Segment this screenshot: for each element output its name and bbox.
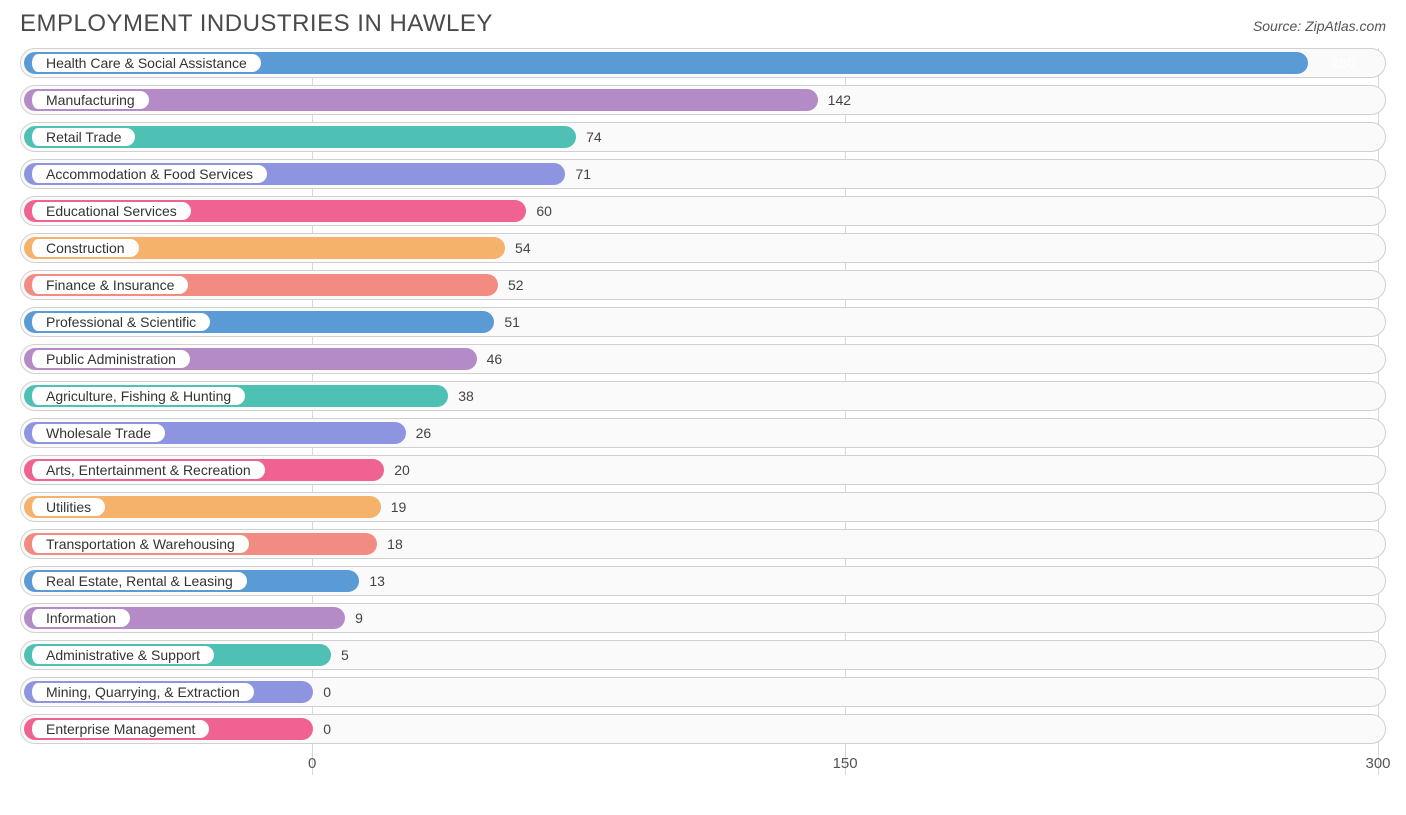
bar-label: Enterprise Management bbox=[29, 720, 209, 738]
bar-label: Educational Services bbox=[29, 202, 191, 220]
bar-value: 52 bbox=[508, 271, 524, 299]
bar-value: 71 bbox=[575, 160, 591, 188]
chart-header: EMPLOYMENT INDUSTRIES IN HAWLEY Source: … bbox=[20, 10, 1386, 38]
bar-value: 38 bbox=[458, 382, 474, 410]
bar-row: Public Administration 46 bbox=[20, 344, 1386, 374]
bar-label: Public Administration bbox=[29, 350, 190, 368]
bar-row: Manufacturing 142 bbox=[20, 85, 1386, 115]
bar-row: Agriculture, Fishing & Hunting 38 bbox=[20, 381, 1386, 411]
bar-value: 18 bbox=[387, 530, 403, 558]
bar-label: Manufacturing bbox=[29, 91, 149, 109]
chart-area: Health Care & Social Assistance 280 Manufa… bbox=[20, 48, 1386, 805]
bar-row: Administrative & Support 5 bbox=[20, 640, 1386, 670]
bar-label: Agriculture, Fishing & Hunting bbox=[29, 387, 245, 405]
bar-row: Retail Trade 74 bbox=[20, 122, 1386, 152]
bar-label: Arts, Entertainment & Recreation bbox=[29, 461, 265, 479]
bar-row: Transportation & Warehousing 18 bbox=[20, 529, 1386, 559]
bar-row: Utilities 19 bbox=[20, 492, 1386, 522]
bar-row: Enterprise Management 0 bbox=[20, 714, 1386, 744]
bar-label: Wholesale Trade bbox=[29, 424, 165, 442]
bar-value: 60 bbox=[536, 197, 552, 225]
bar-value: 280 bbox=[1332, 49, 1355, 77]
bar-value: 13 bbox=[369, 567, 385, 595]
bar-row: Accommodation & Food Services 71 bbox=[20, 159, 1386, 189]
bar-value: 0 bbox=[323, 715, 331, 743]
bar-row: Information 9 bbox=[20, 603, 1386, 633]
bars-container: Health Care & Social Assistance 280 Manufa… bbox=[20, 48, 1386, 744]
bar-label: Utilities bbox=[29, 498, 105, 516]
source-name: ZipAtlas.com bbox=[1305, 18, 1386, 34]
bar-label: Finance & Insurance bbox=[29, 276, 188, 294]
bar-value: 54 bbox=[515, 234, 531, 262]
bar-row: Arts, Entertainment & Recreation 20 bbox=[20, 455, 1386, 485]
bar-label: Retail Trade bbox=[29, 128, 135, 146]
source-label: Source: bbox=[1253, 18, 1305, 34]
bar-label: Real Estate, Rental & Leasing bbox=[29, 572, 247, 590]
bar-label: Mining, Quarrying, & Extraction bbox=[29, 683, 254, 701]
bar-value: 19 bbox=[391, 493, 407, 521]
bar-label: Accommodation & Food Services bbox=[29, 165, 267, 183]
bar-value: 20 bbox=[394, 456, 410, 484]
bar-row: Health Care & Social Assistance 280 bbox=[20, 48, 1386, 78]
bar-row: Wholesale Trade 26 bbox=[20, 418, 1386, 448]
bar-row: Real Estate, Rental & Leasing 13 bbox=[20, 566, 1386, 596]
x-axis-tick: 150 bbox=[833, 755, 858, 772]
bar-value: 142 bbox=[828, 86, 851, 114]
x-axis-tick: 0 bbox=[308, 755, 316, 772]
bar-row: Professional & Scientific 51 bbox=[20, 307, 1386, 337]
x-axis-tick: 300 bbox=[1365, 755, 1390, 772]
chart-title: EMPLOYMENT INDUSTRIES IN HAWLEY bbox=[20, 10, 493, 38]
bar-row: Educational Services 60 bbox=[20, 196, 1386, 226]
bar-row: Mining, Quarrying, & Extraction 0 bbox=[20, 677, 1386, 707]
bar-label: Construction bbox=[29, 239, 139, 257]
bar-row: Finance & Insurance 52 bbox=[20, 270, 1386, 300]
bar-value: 26 bbox=[416, 419, 432, 447]
x-axis-labels: 0150300 bbox=[20, 751, 1386, 775]
bar-label: Information bbox=[29, 609, 130, 627]
bar-label: Administrative & Support bbox=[29, 646, 214, 664]
bar-value: 46 bbox=[487, 345, 503, 373]
bar-value: 9 bbox=[355, 604, 363, 632]
bar-row: Construction 54 bbox=[20, 233, 1386, 263]
bar-label: Transportation & Warehousing bbox=[29, 535, 249, 553]
bar-value: 0 bbox=[323, 678, 331, 706]
bar-label: Health Care & Social Assistance bbox=[29, 54, 261, 72]
bar-value: 5 bbox=[341, 641, 349, 669]
bar-value: 74 bbox=[586, 123, 602, 151]
bar-label: Professional & Scientific bbox=[29, 313, 210, 331]
chart-source: Source: ZipAtlas.com bbox=[1253, 18, 1386, 34]
bar-value: 51 bbox=[504, 308, 520, 336]
